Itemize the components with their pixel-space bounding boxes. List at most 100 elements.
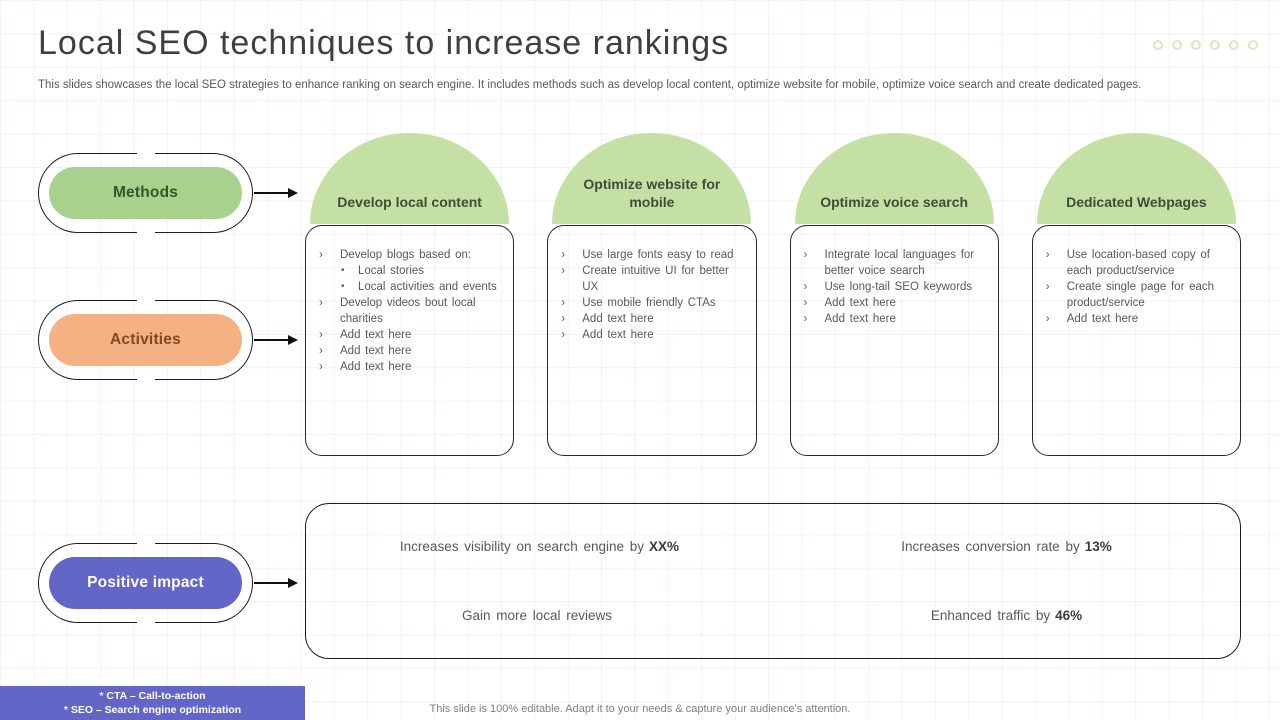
notch-top <box>136 298 155 304</box>
list-item: › Use large fonts easy to read <box>559 247 749 263</box>
column-card: › Develop blogs based on: • Local stories • L… <box>305 225 515 456</box>
bullet-icon: • <box>341 265 345 276</box>
list-item-text: Add text here <box>1066 313 1139 325</box>
dot-icon <box>1153 40 1163 50</box>
list-item-text: Add text here <box>340 361 412 373</box>
impact-stat-visibility: Increases visibility on search engine by… <box>399 539 680 554</box>
bullet-icon: › <box>561 313 566 325</box>
stat-value: XX% <box>649 539 680 554</box>
positive-impact-box: Increases visibility on search engine by… <box>305 503 1241 659</box>
list-item: › Use location-based copy of each product… <box>1044 247 1234 279</box>
column-header: Optimize voice search <box>820 194 969 210</box>
list-item-text: Add text here <box>340 329 412 341</box>
label-group-methods: Methods <box>38 151 338 235</box>
bullet-icon: › <box>1045 313 1050 325</box>
notch-bottom <box>136 619 155 625</box>
column-header-dome: Optimize voice search <box>794 133 994 224</box>
list-item-text: Use location-based copy of each product/… <box>1066 249 1210 277</box>
method-columns: Develop local content › Develop blogs bas… <box>305 133 1241 456</box>
impact-stat-conversion: Increases conversion rate by 13% <box>901 539 1112 554</box>
bullet-icon: › <box>561 265 566 277</box>
bullet-icon: › <box>319 345 323 357</box>
list-item-text: Create single page for each product/serv… <box>1066 281 1215 309</box>
abbrev-line-seo: * SEO – Search engine optimization <box>63 704 242 716</box>
bullet-icon: › <box>561 249 566 261</box>
list-item: › Add text here <box>1044 311 1234 327</box>
stat-value: 13% <box>1084 539 1112 554</box>
column-optimize-voice-search: Optimize voice search › Integrate local l… <box>789 133 999 456</box>
methods-pill: Methods <box>49 167 242 219</box>
column-header-dome: Develop local content <box>310 133 510 224</box>
list-item: › Develop blogs based on: <box>317 247 507 263</box>
notch-bottom <box>136 229 155 235</box>
impact-stat-reviews: Gain more local reviews <box>461 608 613 623</box>
list-item: › Add text here <box>559 311 749 327</box>
list-item: › Use long-tail SEO keywords <box>802 279 992 295</box>
label-group-positive-impact: Positive impact <box>38 541 338 625</box>
column-dedicated-webpages: Dedicated Webpages › Use location-based c… <box>1031 133 1241 456</box>
bullet-icon: › <box>561 329 566 341</box>
list-item-text: Local activities and events <box>358 281 497 293</box>
column-header-dome: Optimize website for mobile <box>552 133 752 224</box>
list-item-text: Add text here <box>582 313 654 325</box>
page-title: Local SEO techniques to increase ranking… <box>38 24 730 62</box>
bullet-icon: • <box>341 281 345 292</box>
decor-dots <box>1153 40 1258 50</box>
list-item-text: Use large fonts easy to read <box>582 249 734 261</box>
column-card: › Integrate local languages for better vo… <box>789 225 999 456</box>
bullet-icon: › <box>1045 281 1050 293</box>
notch-top <box>136 541 155 547</box>
list-item-text: Add text here <box>582 329 654 341</box>
abbreviation-note: * CTA – Call-to-action * SEO – Search en… <box>0 686 305 720</box>
bullet-icon: › <box>319 329 323 341</box>
list-item-text: Develop videos bout local charities <box>340 297 476 325</box>
dot-icon <box>1248 40 1258 50</box>
list-item: › Add text here <box>317 343 507 359</box>
editable-note: This slide is 100% editable. Adapt it to… <box>429 703 851 715</box>
list-item-text: Add text here <box>340 345 412 357</box>
column-card: › Use large fonts easy to read › Create int… <box>547 225 757 456</box>
bullet-icon: › <box>319 361 323 373</box>
notch-top <box>136 151 155 157</box>
bullet-icon: › <box>803 249 808 261</box>
column-header: Develop local content <box>337 194 482 210</box>
label-group-activities: Activities <box>38 298 338 382</box>
activities-label: Activities <box>110 331 181 348</box>
dot-icon <box>1172 40 1182 50</box>
bullet-icon: › <box>319 297 323 309</box>
stat-value: 46% <box>1055 608 1083 623</box>
list-item: › Create intuitive UI for better UX <box>559 263 749 295</box>
list-item: › Integrate local languages for better vo… <box>802 247 992 279</box>
column-card: › Use location-based copy of each product… <box>1031 225 1241 456</box>
column-optimize-website-for-mobile: Optimize website for mobile › Use large f… <box>547 133 757 456</box>
methods-label: Methods <box>112 184 179 201</box>
bullet-icon: › <box>319 249 323 261</box>
list-item-text: Develop blogs based on: <box>340 249 472 261</box>
activities-outline: Activities <box>38 298 253 382</box>
list-item-text: Add text here <box>824 297 896 309</box>
list-item: › Add text here <box>317 327 507 343</box>
positive-impact-label: Positive impact <box>87 574 204 591</box>
column-header: Optimize website for mobile <box>583 176 721 210</box>
bullet-icon: › <box>803 297 808 309</box>
list-item: › Add text here <box>317 359 507 375</box>
bullet-icon: › <box>803 313 808 325</box>
list-item-text: Use long-tail SEO keywords <box>824 281 973 293</box>
bullet-icon: › <box>561 297 566 309</box>
list-item: › Add text here <box>802 295 992 311</box>
methods-outline: Methods <box>38 151 253 235</box>
list-item-text: Create intuitive UI for better UX <box>582 265 729 293</box>
bullet-icon: › <box>1045 249 1050 261</box>
abbrev-line-cta: * CTA – Call-to-action <box>99 690 206 702</box>
positive-impact-pill: Positive impact <box>49 557 242 609</box>
list-item: › Develop videos bout local charities <box>317 295 507 327</box>
positive-impact-outline: Positive impact <box>38 541 253 625</box>
column-header-dome: Dedicated Webpages <box>1036 133 1236 224</box>
list-item: › Create single page for each product/ser… <box>1044 279 1234 311</box>
list-item-text: Local stories <box>358 265 425 277</box>
list-item: › Add text here <box>802 311 992 327</box>
list-item-text: Integrate local languages for better voi… <box>824 249 975 277</box>
list-item: › Use mobile friendly CTAs <box>559 295 749 311</box>
list-item: › Add text here <box>559 327 749 343</box>
